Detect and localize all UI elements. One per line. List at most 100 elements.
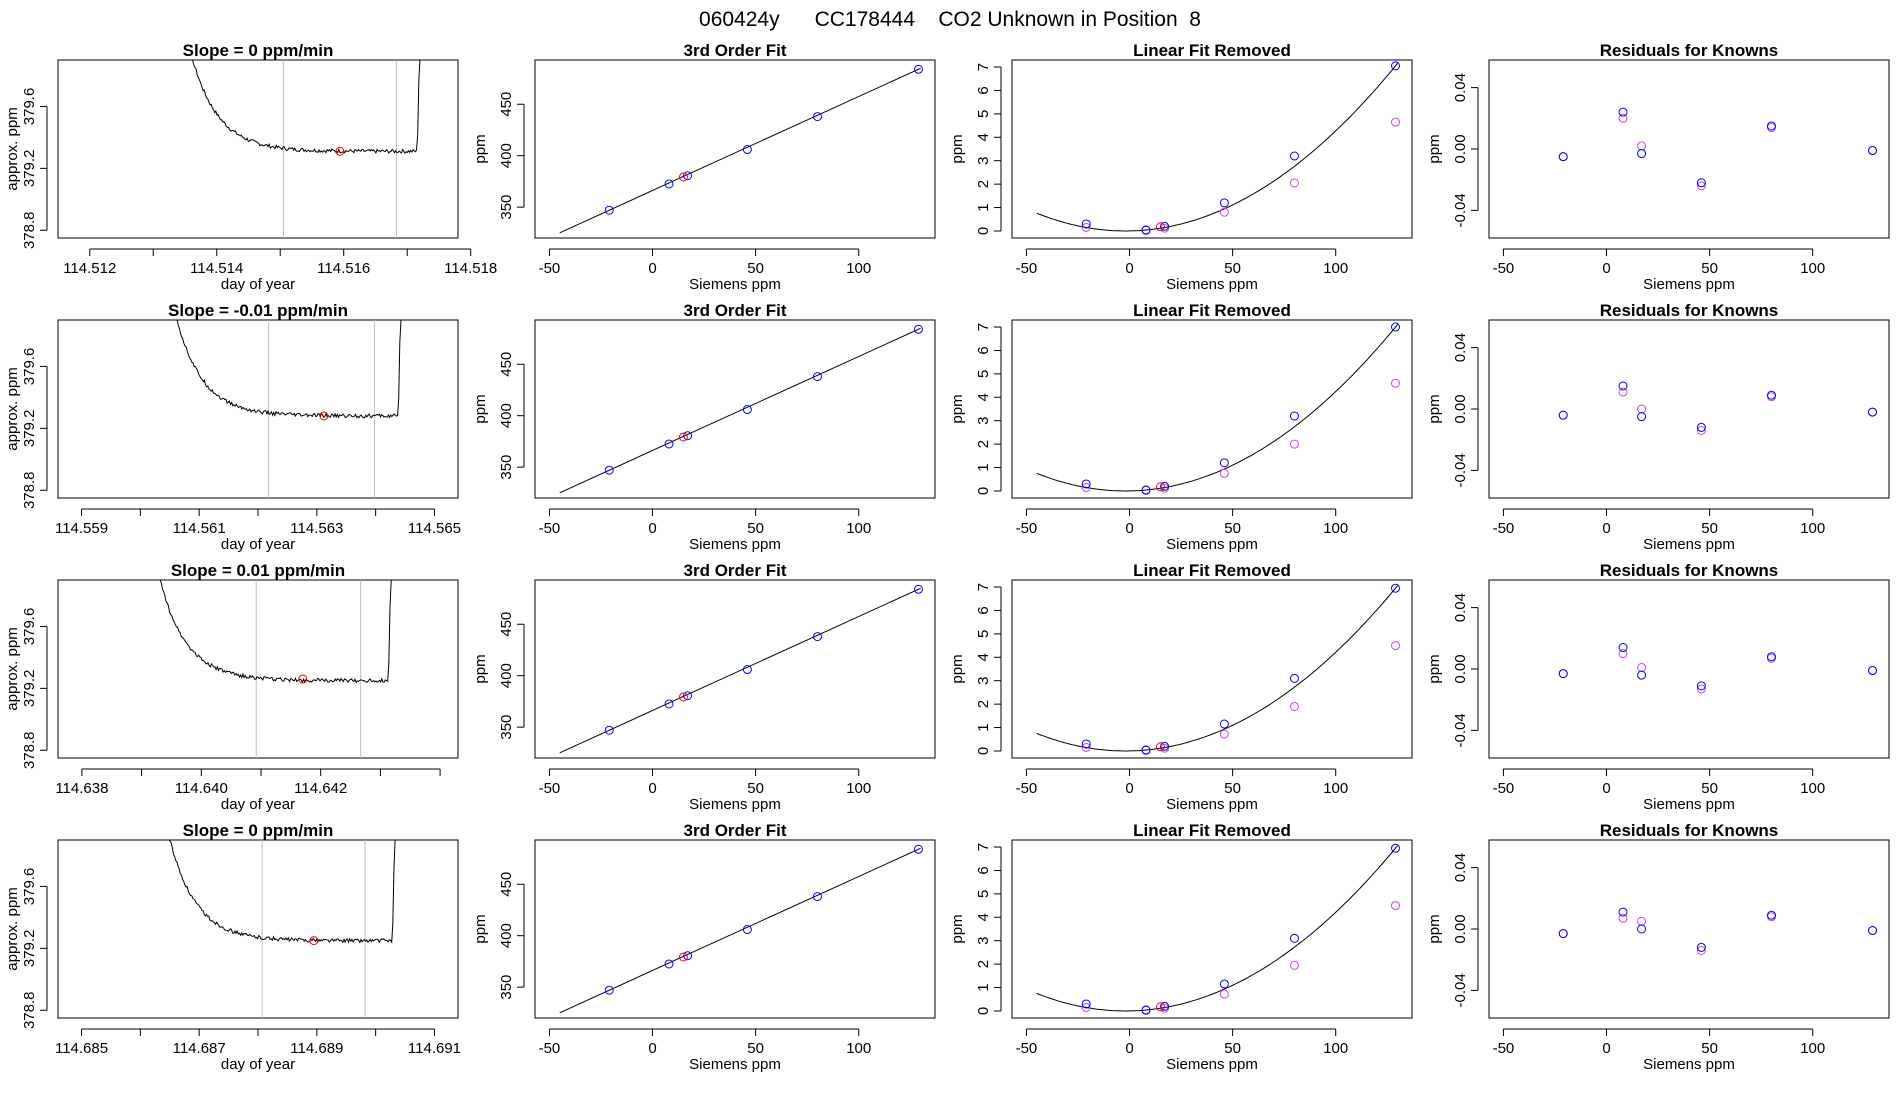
known-point (1391, 583, 1401, 593)
unknown-point (678, 432, 688, 442)
y-tick-label: 6 (975, 606, 992, 614)
plot-frame (1011, 839, 1413, 1019)
y-tick-label: 350 (498, 715, 515, 740)
known-point (1141, 225, 1151, 235)
residual-point (1618, 381, 1628, 391)
y-axis-label: ppm (949, 914, 966, 943)
x-axis-label: Siemens ppm (1166, 536, 1258, 553)
raw-residual-point (1637, 916, 1647, 926)
y-tick-label: 6 (975, 86, 992, 94)
x-tick-label: -50 (1493, 780, 1515, 797)
panel-title: Residuals for Knowns (1600, 301, 1779, 320)
raw-known-point (1391, 901, 1401, 911)
x-tick-label: 50 (747, 520, 764, 537)
x-tick-label: 0 (1602, 520, 1610, 537)
y-tick-label: 378.8 (21, 731, 38, 769)
unknown-point (298, 674, 308, 684)
plot-frame (1011, 59, 1413, 239)
y-axis-label: ppm (949, 654, 966, 683)
x-tick-label: 50 (747, 1040, 764, 1057)
known-point (742, 665, 752, 675)
x-axis-label: day of year (221, 796, 295, 813)
known-point (1289, 411, 1299, 421)
residual-point (1637, 924, 1647, 934)
x-tick-label: 0 (1602, 1040, 1610, 1057)
known-point (1160, 1001, 1170, 1011)
x-tick-label: 114.640 (175, 780, 228, 797)
panel-resid-row-2: Residuals for Knowns -50 0 50 100 Siemens ppm… (1426, 301, 1890, 553)
y-tick-label: -0.04 (1452, 973, 1469, 1007)
x-tick-label: 100 (1800, 1040, 1825, 1057)
y-axis-label: ppm (1426, 654, 1443, 683)
fit-line (559, 67, 921, 234)
plot-frame (57, 579, 459, 759)
y-tick-label: 7 (975, 583, 992, 591)
x-tick-label: 100 (846, 260, 871, 277)
raw-known-point (1219, 989, 1229, 999)
y-tick-label: 3 (975, 157, 992, 165)
raw-known-point (1289, 178, 1299, 188)
x-tick-label: 100 (1323, 520, 1348, 537)
y-axis-label: ppm (949, 134, 966, 163)
unknown-point (1155, 482, 1165, 492)
x-tick-label: 50 (1224, 1040, 1241, 1057)
known-point (1219, 719, 1229, 729)
plot-frame (1488, 839, 1890, 1019)
residual-point (1868, 926, 1878, 936)
x-tick-label: 50 (1224, 780, 1241, 797)
y-tick-label: 4 (975, 653, 992, 661)
x-tick-label: 0 (648, 780, 656, 797)
known-point (1391, 61, 1401, 71)
y-tick-label: 350 (498, 975, 515, 1000)
residual-point (1868, 146, 1878, 156)
y-tick-label: 5 (975, 630, 992, 638)
x-tick-label: 0 (1125, 780, 1133, 797)
fit-line (559, 587, 921, 754)
x-tick-label: 114.559 (55, 520, 108, 537)
x-tick-label: -50 (539, 520, 561, 537)
y-tick-label: 379.2 (21, 410, 38, 448)
y-tick-label: 378.8 (21, 211, 38, 249)
known-point (604, 725, 614, 735)
x-tick-label: 114.638 (55, 780, 108, 797)
x-tick-label: 50 (1701, 1040, 1718, 1057)
known-point (604, 205, 614, 215)
unknown-point (678, 692, 688, 702)
known-point (683, 431, 693, 441)
x-tick-label: 100 (1323, 780, 1348, 797)
known-point (1141, 485, 1151, 495)
known-point (1160, 221, 1170, 231)
y-tick-label: 350 (498, 455, 515, 480)
x-tick-label: 114.518 (444, 260, 497, 277)
x-tick-label: 0 (1602, 260, 1610, 277)
raw-known-point (1081, 1002, 1091, 1012)
panel-title: Linear Fit Removed (1133, 41, 1291, 60)
y-tick-label: 3 (975, 417, 992, 425)
residual-point (1696, 942, 1706, 952)
y-tick-label: 2 (975, 700, 992, 708)
y-tick-label: -0.04 (1452, 193, 1469, 227)
y-tick-label: 379.2 (21, 670, 38, 708)
raw-known-point (1219, 729, 1229, 739)
y-tick-label: 0 (975, 1007, 992, 1015)
plot-frame (57, 59, 459, 239)
plot-frame (57, 839, 459, 1019)
panel-title: Residuals for Knowns (1600, 41, 1779, 60)
x-axis-label: Siemens ppm (689, 276, 781, 293)
panel-fit-row-2: 3rd Order Fit -50 0 50 100 Siemens ppm 350 400 4… (472, 301, 936, 553)
y-tick-label: 7 (975, 843, 992, 851)
plot-frame (534, 59, 936, 239)
plot-frame (1011, 579, 1413, 759)
panel-fit-row-1: 3rd Order Fit -50 0 50 100 Siemens ppm 350 400 4… (472, 41, 936, 293)
y-tick-label: 400 (498, 663, 515, 688)
panel-linear-row-4: Linear Fit Removed -50 0 50 100 Siemens ppm 0 1… (949, 821, 1413, 1073)
panel-trace-row-2: Slope = -0.01 ppm/min 114.559 114.561 114.5… (4, 301, 461, 553)
y-tick-label: 0.04 (1452, 73, 1469, 102)
known-point (683, 171, 693, 181)
raw-residual-point (1618, 649, 1628, 659)
concentration-trace (146, 839, 397, 944)
panel-title: Residuals for Knowns (1600, 821, 1779, 840)
x-tick-label: 114.561 (173, 520, 226, 537)
y-axis-label: ppm (472, 394, 489, 423)
